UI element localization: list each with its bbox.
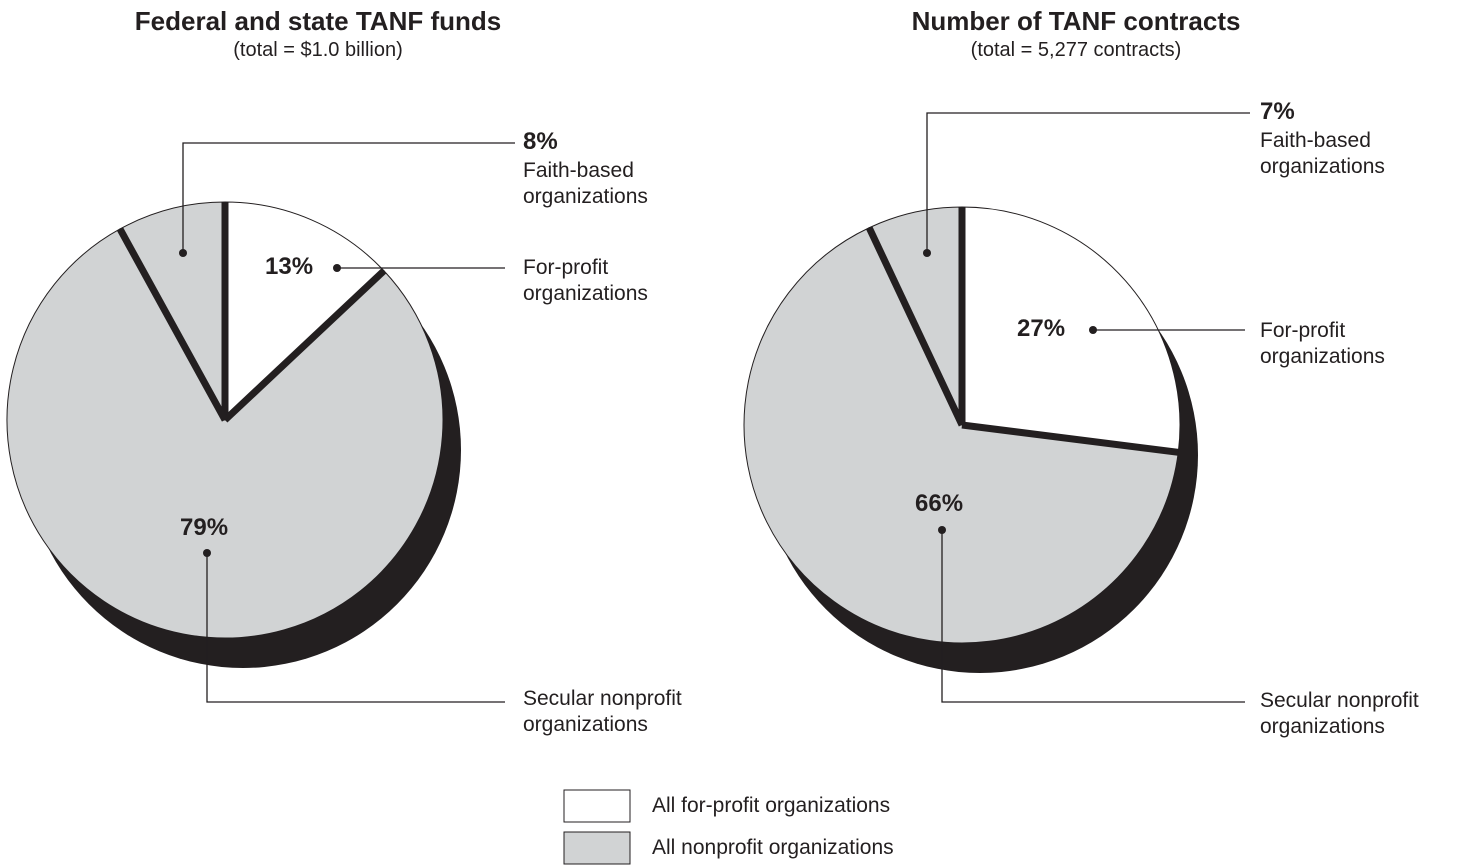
value-label: 7% xyxy=(1260,98,1295,125)
pie-slice xyxy=(6,228,444,639)
slice-separator xyxy=(116,227,229,422)
leader-dot xyxy=(203,549,211,557)
legend-swatch xyxy=(563,789,631,823)
pie-slice xyxy=(224,201,385,422)
slice-label: Secular nonprofit organizations xyxy=(1260,689,1419,739)
leader-line xyxy=(182,142,515,253)
slice-separator xyxy=(222,268,387,423)
pie-slice xyxy=(961,206,1181,453)
legend-label: All nonprofit organizations xyxy=(652,836,894,859)
leader-dot xyxy=(179,249,187,257)
leader-dot xyxy=(923,249,931,257)
slice-label: Faith-based organizations xyxy=(523,159,648,209)
chart-title: Federal and state TANF funds xyxy=(134,6,502,36)
value-label: 66% xyxy=(915,490,964,517)
slice-label: Faith-based organizations xyxy=(1260,129,1385,179)
leader-dot xyxy=(333,264,341,272)
value-label: 8% xyxy=(523,128,558,155)
leader-dot xyxy=(1089,326,1097,334)
slice-label: For-profit organizations xyxy=(523,256,648,306)
chart-subtitle: (total = 5,277 contracts) xyxy=(970,39,1182,61)
leader-line xyxy=(926,112,1250,253)
leader-line xyxy=(941,530,1245,703)
legend-swatch xyxy=(563,831,631,865)
chart-title: Number of TANF contracts xyxy=(911,6,1241,36)
slice-label: For-profit organizations xyxy=(1260,319,1385,369)
pie-slice xyxy=(743,227,1179,644)
leader-dot xyxy=(938,526,946,534)
value-label: 79% xyxy=(180,514,229,541)
slice-label: Secular nonprofit organizations xyxy=(523,687,682,737)
slice-separator xyxy=(866,226,966,427)
slice-separator xyxy=(961,421,1179,456)
value-label: 13% xyxy=(265,253,314,280)
legend-label: All for-profit organizations xyxy=(652,794,891,817)
chart-subtitle: (total = $1.0 billion) xyxy=(233,39,403,61)
value-label: 27% xyxy=(1017,315,1066,342)
leader-line xyxy=(206,553,505,703)
